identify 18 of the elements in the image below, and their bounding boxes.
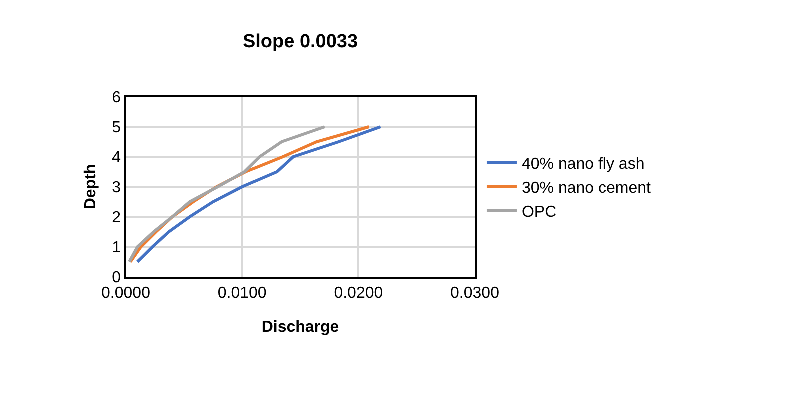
y-tick-label: 1 [112,240,122,257]
x-tick-label: 0.0300 [450,284,500,302]
y-tick-label: 5 [112,120,122,137]
legend-label: 30% nano cement [522,180,652,197]
legend-label: OPC [522,204,557,221]
x-tick-label: 0.0200 [334,284,384,302]
y-tick-label: 2 [112,210,122,227]
y-axis-title: Depth [82,164,100,210]
y-tick-label: 3 [112,180,122,197]
x-tick-label: 0.0100 [218,284,267,302]
x-tick-label: 0.0000 [102,284,151,302]
chart-title: Slope 0.0033 [242,32,358,53]
x-axis-title: Discharge [262,319,340,336]
y-tick-label: 4 [112,150,122,167]
y-tick-label: 6 [112,90,122,107]
legend-label: 40% nano fly ash [522,156,645,174]
line-series [128,126,326,264]
y-tick-label: 0 [112,270,122,287]
